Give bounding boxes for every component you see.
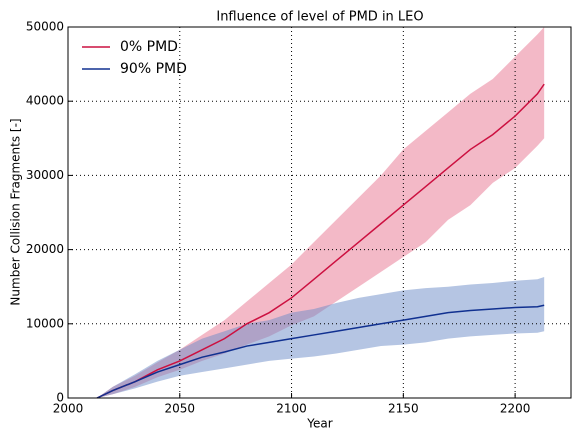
line (96, 83, 545, 399)
y-axis-label: Number Collision Fragments [-] (9, 118, 23, 305)
chart-title: Influence of level of PMD in LEO (216, 10, 423, 25)
y-tick-label: 0 (56, 391, 64, 405)
x-tick-label: 2100 (276, 402, 307, 416)
y-tick-label: 20000 (26, 242, 64, 256)
y-tick-label: 40000 (26, 94, 64, 108)
x-tick-label: 2050 (165, 402, 196, 416)
y-tick-label: 10000 (26, 316, 64, 330)
band (97, 277, 545, 398)
x-tick-label: 2000 (53, 402, 84, 416)
legend-label: 90% PMD (120, 61, 187, 77)
legend-label: 0% PMD (120, 39, 178, 55)
x-tick-label: 2150 (388, 402, 419, 416)
plot-frame (67, 26, 572, 399)
y-tick-label: 30000 (26, 168, 64, 182)
y-tick-label: 50000 (26, 20, 64, 34)
line (96, 304, 545, 399)
x-axis-label: Year (306, 417, 332, 429)
x-tick-label: 2200 (500, 402, 531, 416)
band (97, 27, 545, 398)
